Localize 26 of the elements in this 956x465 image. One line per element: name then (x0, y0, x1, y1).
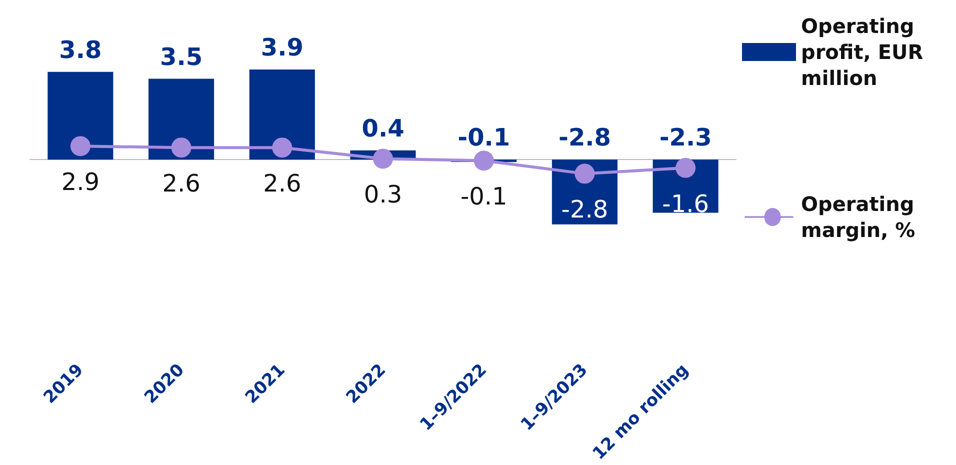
data-label: 3.5 (160, 42, 203, 71)
point (474, 150, 494, 171)
point (70, 136, 90, 156)
legend-label: Operating profit, EUR million (801, 14, 930, 90)
data-label: 3.8 (59, 36, 102, 64)
point (171, 138, 192, 158)
data-label: -0.1 (460, 182, 508, 211)
data-label: -0.1 (458, 124, 510, 152)
data-label: 0.3 (364, 180, 402, 209)
point (373, 148, 393, 169)
bar (148, 78, 214, 160)
data-label: 2.6 (263, 170, 302, 198)
data-label: 2.9 (61, 168, 100, 196)
data-label: -2.8 (558, 124, 611, 152)
legend-label: Operating margin, % (801, 192, 922, 242)
data-label: -2.3 (659, 124, 712, 152)
point (574, 164, 595, 184)
point (676, 158, 696, 178)
data-label: 3.9 (260, 34, 304, 62)
point (272, 138, 292, 158)
bar (249, 70, 315, 160)
data-label: 0.4 (362, 114, 404, 142)
data-label: -1.6 (662, 190, 709, 218)
bar (48, 72, 114, 160)
data-label: -2.8 (561, 196, 608, 224)
data-label: 2.6 (162, 170, 200, 198)
